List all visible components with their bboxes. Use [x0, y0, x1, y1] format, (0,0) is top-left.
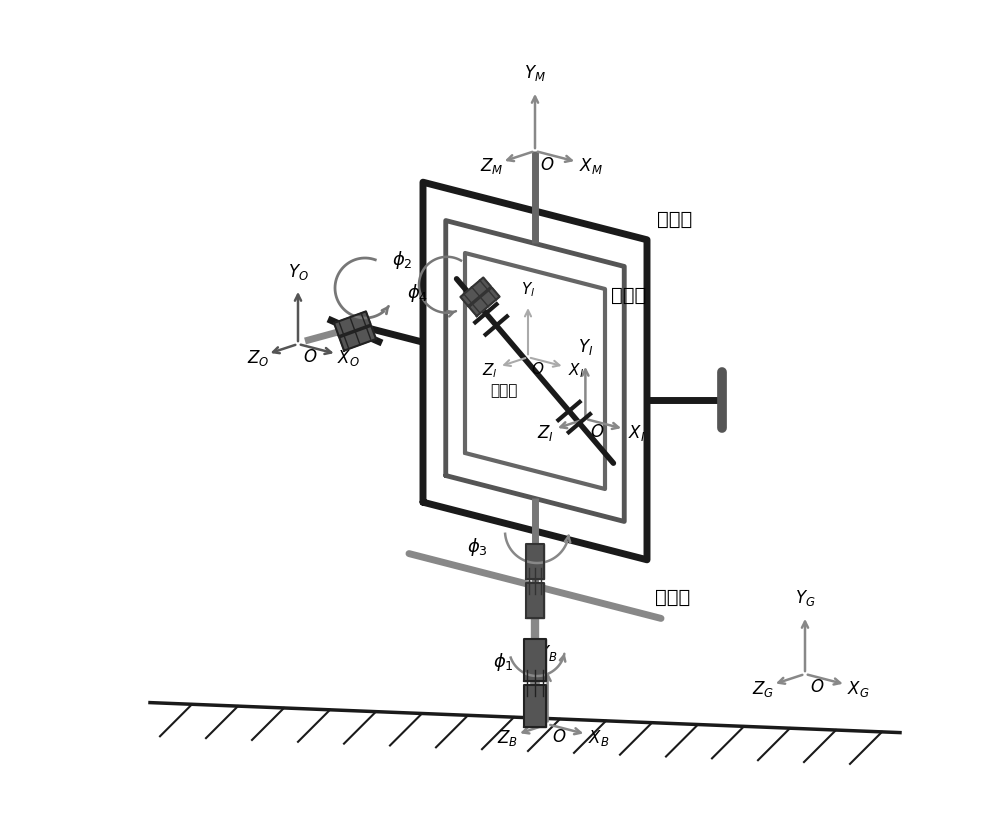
- Text: $Z_{G}$: $Z_{G}$: [752, 678, 774, 698]
- Text: $X_{G}$: $X_{G}$: [847, 678, 870, 698]
- Text: $Z_{O}$: $Z_{O}$: [247, 348, 269, 368]
- Text: $O$: $O$: [540, 155, 554, 174]
- Polygon shape: [469, 288, 500, 317]
- Text: $Z_{I}$: $Z_{I}$: [537, 422, 554, 442]
- Text: $X_{B}$: $X_{B}$: [588, 727, 609, 747]
- Text: $X_{O}$: $X_{O}$: [337, 348, 360, 368]
- Text: $X_{M}$: $X_{M}$: [579, 156, 602, 176]
- Polygon shape: [524, 640, 546, 681]
- Text: $Z_{M}$: $Z_{M}$: [480, 156, 503, 176]
- Text: $\phi_3$: $\phi_3$: [467, 535, 488, 558]
- Text: $\phi_1$: $\phi_1$: [493, 650, 514, 672]
- Text: $Z_{B}$: $Z_{B}$: [497, 727, 518, 747]
- Text: $O$: $O$: [810, 677, 824, 696]
- Text: $Y_{l}$: $Y_{l}$: [521, 280, 535, 298]
- Text: 外框架: 外框架: [657, 210, 692, 228]
- Polygon shape: [334, 312, 371, 337]
- Text: 基框架: 基框架: [655, 587, 690, 606]
- Text: $O$: $O$: [590, 422, 605, 441]
- Text: $\phi_4$: $\phi_4$: [407, 282, 428, 303]
- Text: 内框架: 内框架: [490, 382, 517, 397]
- Text: $O$: $O$: [552, 727, 567, 746]
- Text: $X_{l}$: $X_{l}$: [568, 361, 584, 380]
- Text: $Y_{O}$: $Y_{O}$: [288, 263, 308, 282]
- Polygon shape: [526, 544, 544, 579]
- Text: $Z_{l}$: $Z_{l}$: [482, 361, 498, 380]
- Text: $O$: $O$: [303, 348, 317, 365]
- Text: $X_{I}$: $X_{I}$: [628, 422, 645, 442]
- Text: $Y_{M}$: $Y_{M}$: [524, 63, 546, 83]
- Text: $O$: $O$: [531, 361, 545, 377]
- Text: $Y_{I}$: $Y_{I}$: [578, 337, 593, 357]
- Text: $Y_{G}$: $Y_{G}$: [795, 588, 815, 608]
- Polygon shape: [526, 583, 544, 618]
- Polygon shape: [460, 278, 491, 307]
- Polygon shape: [524, 686, 546, 727]
- Text: $Y_{B}$: $Y_{B}$: [538, 642, 557, 662]
- Polygon shape: [339, 326, 376, 351]
- Text: $\phi_2$: $\phi_2$: [392, 248, 413, 271]
- Text: 中框架: 中框架: [611, 285, 646, 304]
